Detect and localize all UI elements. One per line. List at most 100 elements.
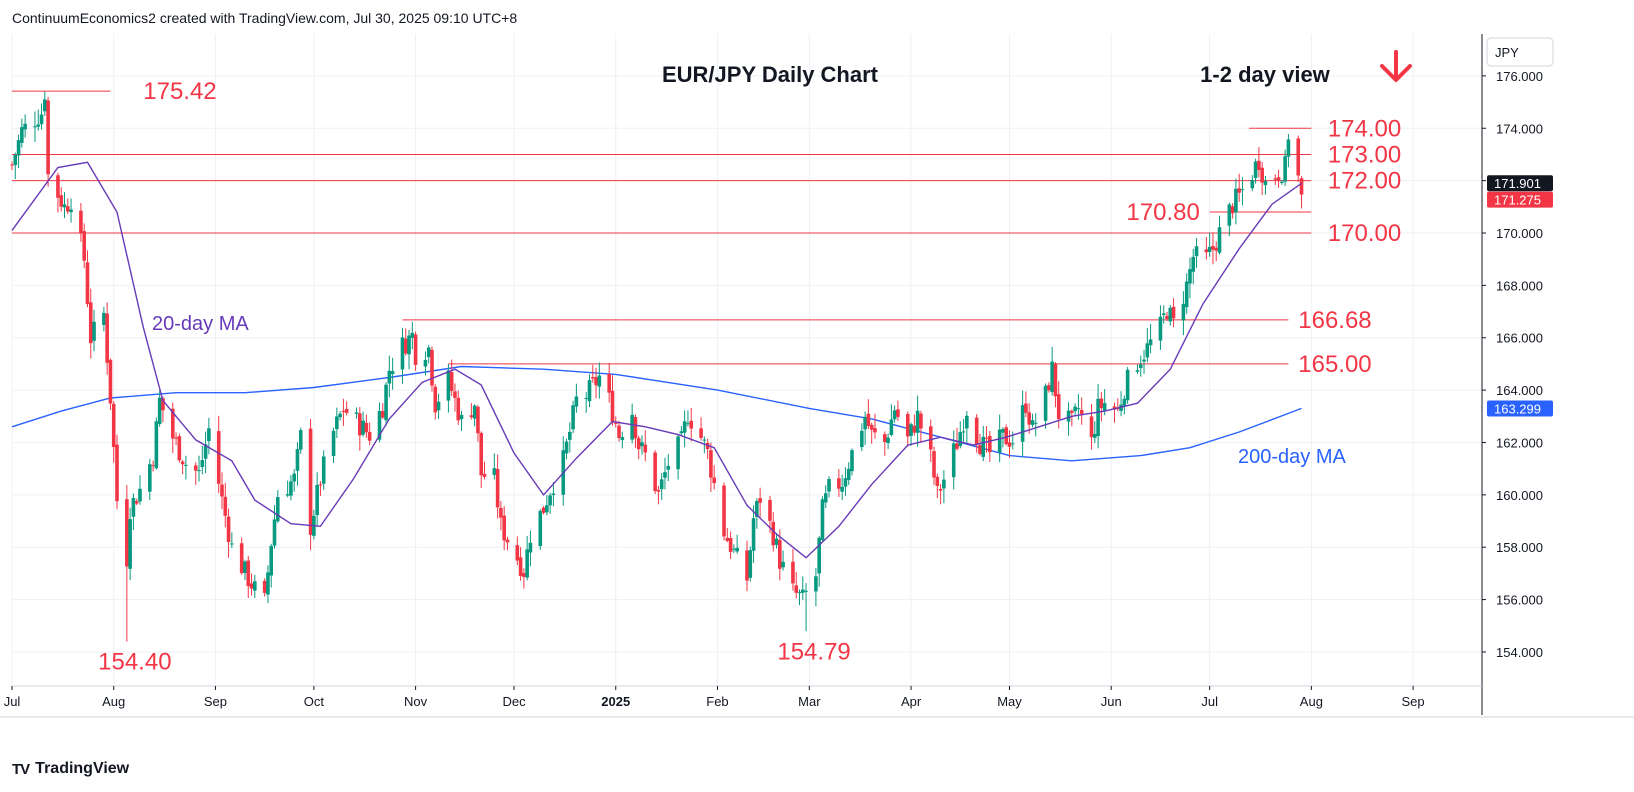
candle-body <box>1207 246 1212 252</box>
x-tick-label: Dec <box>502 694 526 709</box>
tradingview-logo[interactable]: TV TradingView <box>12 760 129 778</box>
candle <box>656 485 661 505</box>
candle <box>92 309 96 352</box>
candle <box>630 403 634 444</box>
candle-body <box>216 431 221 484</box>
candle-body <box>134 501 139 504</box>
candle <box>827 476 831 498</box>
candle-body <box>653 452 657 491</box>
candle <box>1010 431 1015 450</box>
candle <box>433 383 438 420</box>
candle <box>312 509 316 540</box>
candle <box>525 535 529 581</box>
candle <box>896 400 900 421</box>
candle <box>308 418 313 551</box>
candle-body <box>1250 180 1255 189</box>
candle-body <box>620 437 625 441</box>
candle-body <box>361 420 365 435</box>
candle-body <box>1237 188 1241 193</box>
level-label: 165.00 <box>1298 351 1371 378</box>
candle-body <box>331 430 336 457</box>
candle <box>837 469 841 498</box>
candle-body <box>1194 246 1199 257</box>
candle <box>597 362 602 399</box>
candle <box>909 422 913 446</box>
candle-body <box>338 413 342 418</box>
candle-body <box>131 498 136 517</box>
candle-body <box>364 422 369 433</box>
candle <box>1253 158 1258 184</box>
candle <box>1020 390 1025 457</box>
candle <box>220 472 224 510</box>
candle-body <box>1112 406 1117 410</box>
candle-body <box>800 589 805 593</box>
candle <box>659 472 664 500</box>
candle-body <box>545 505 549 513</box>
candle-body <box>607 373 611 393</box>
candle <box>174 432 178 446</box>
candle-body <box>1093 434 1097 438</box>
candle <box>105 302 109 375</box>
candle-body <box>207 428 211 442</box>
candle-body <box>1280 181 1284 183</box>
candle <box>545 495 549 516</box>
candle <box>125 484 129 642</box>
candle-body <box>154 421 159 469</box>
candle-body <box>1286 139 1291 157</box>
ma20-label: 20-day MA <box>152 313 249 335</box>
candle-body <box>1296 138 1301 176</box>
candle <box>180 459 185 475</box>
down-arrow-head <box>1380 64 1412 82</box>
candle <box>387 355 392 398</box>
tradingview-brand: TradingView <box>35 760 130 777</box>
candle-body <box>125 499 129 567</box>
candle <box>1240 177 1245 206</box>
candle-body <box>79 210 83 234</box>
candle-body <box>1158 316 1163 341</box>
candle-body <box>102 312 106 325</box>
candle <box>469 403 474 420</box>
candle <box>1050 346 1054 396</box>
candle <box>551 482 556 507</box>
candle <box>1276 169 1281 188</box>
candle-body <box>846 468 851 480</box>
candle <box>699 417 703 441</box>
candle-body <box>269 545 274 576</box>
candle <box>289 475 293 501</box>
candle-body <box>446 370 451 401</box>
currency-label: JPY <box>1495 45 1519 60</box>
candle-body <box>735 547 739 552</box>
candle <box>1161 305 1166 324</box>
candle <box>1211 233 1215 265</box>
candle <box>1138 355 1143 377</box>
candle <box>82 223 86 269</box>
level-label: 170.00 <box>1328 220 1401 247</box>
candle <box>226 508 231 558</box>
candle-body <box>817 537 821 574</box>
candle <box>1070 409 1074 427</box>
candle-body <box>610 390 615 423</box>
candle-body <box>482 473 487 477</box>
candle <box>1191 248 1196 285</box>
candle <box>1148 323 1153 354</box>
candle-body <box>1010 443 1015 445</box>
candle <box>745 540 749 592</box>
candle <box>361 411 365 437</box>
candle-body <box>659 479 664 490</box>
candle <box>453 383 457 412</box>
candle <box>16 134 21 169</box>
candle-body <box>230 543 234 545</box>
candle <box>518 547 523 581</box>
currency-badge <box>1486 37 1554 67</box>
candle-body <box>456 397 461 421</box>
candle-body <box>1001 429 1005 433</box>
candle <box>1171 298 1176 328</box>
candle-body <box>128 519 132 569</box>
candle <box>653 450 657 495</box>
candle-body <box>499 507 503 518</box>
candle-body <box>1148 339 1153 346</box>
candle-body <box>873 428 877 433</box>
candle <box>1119 391 1123 417</box>
candle <box>13 152 18 180</box>
